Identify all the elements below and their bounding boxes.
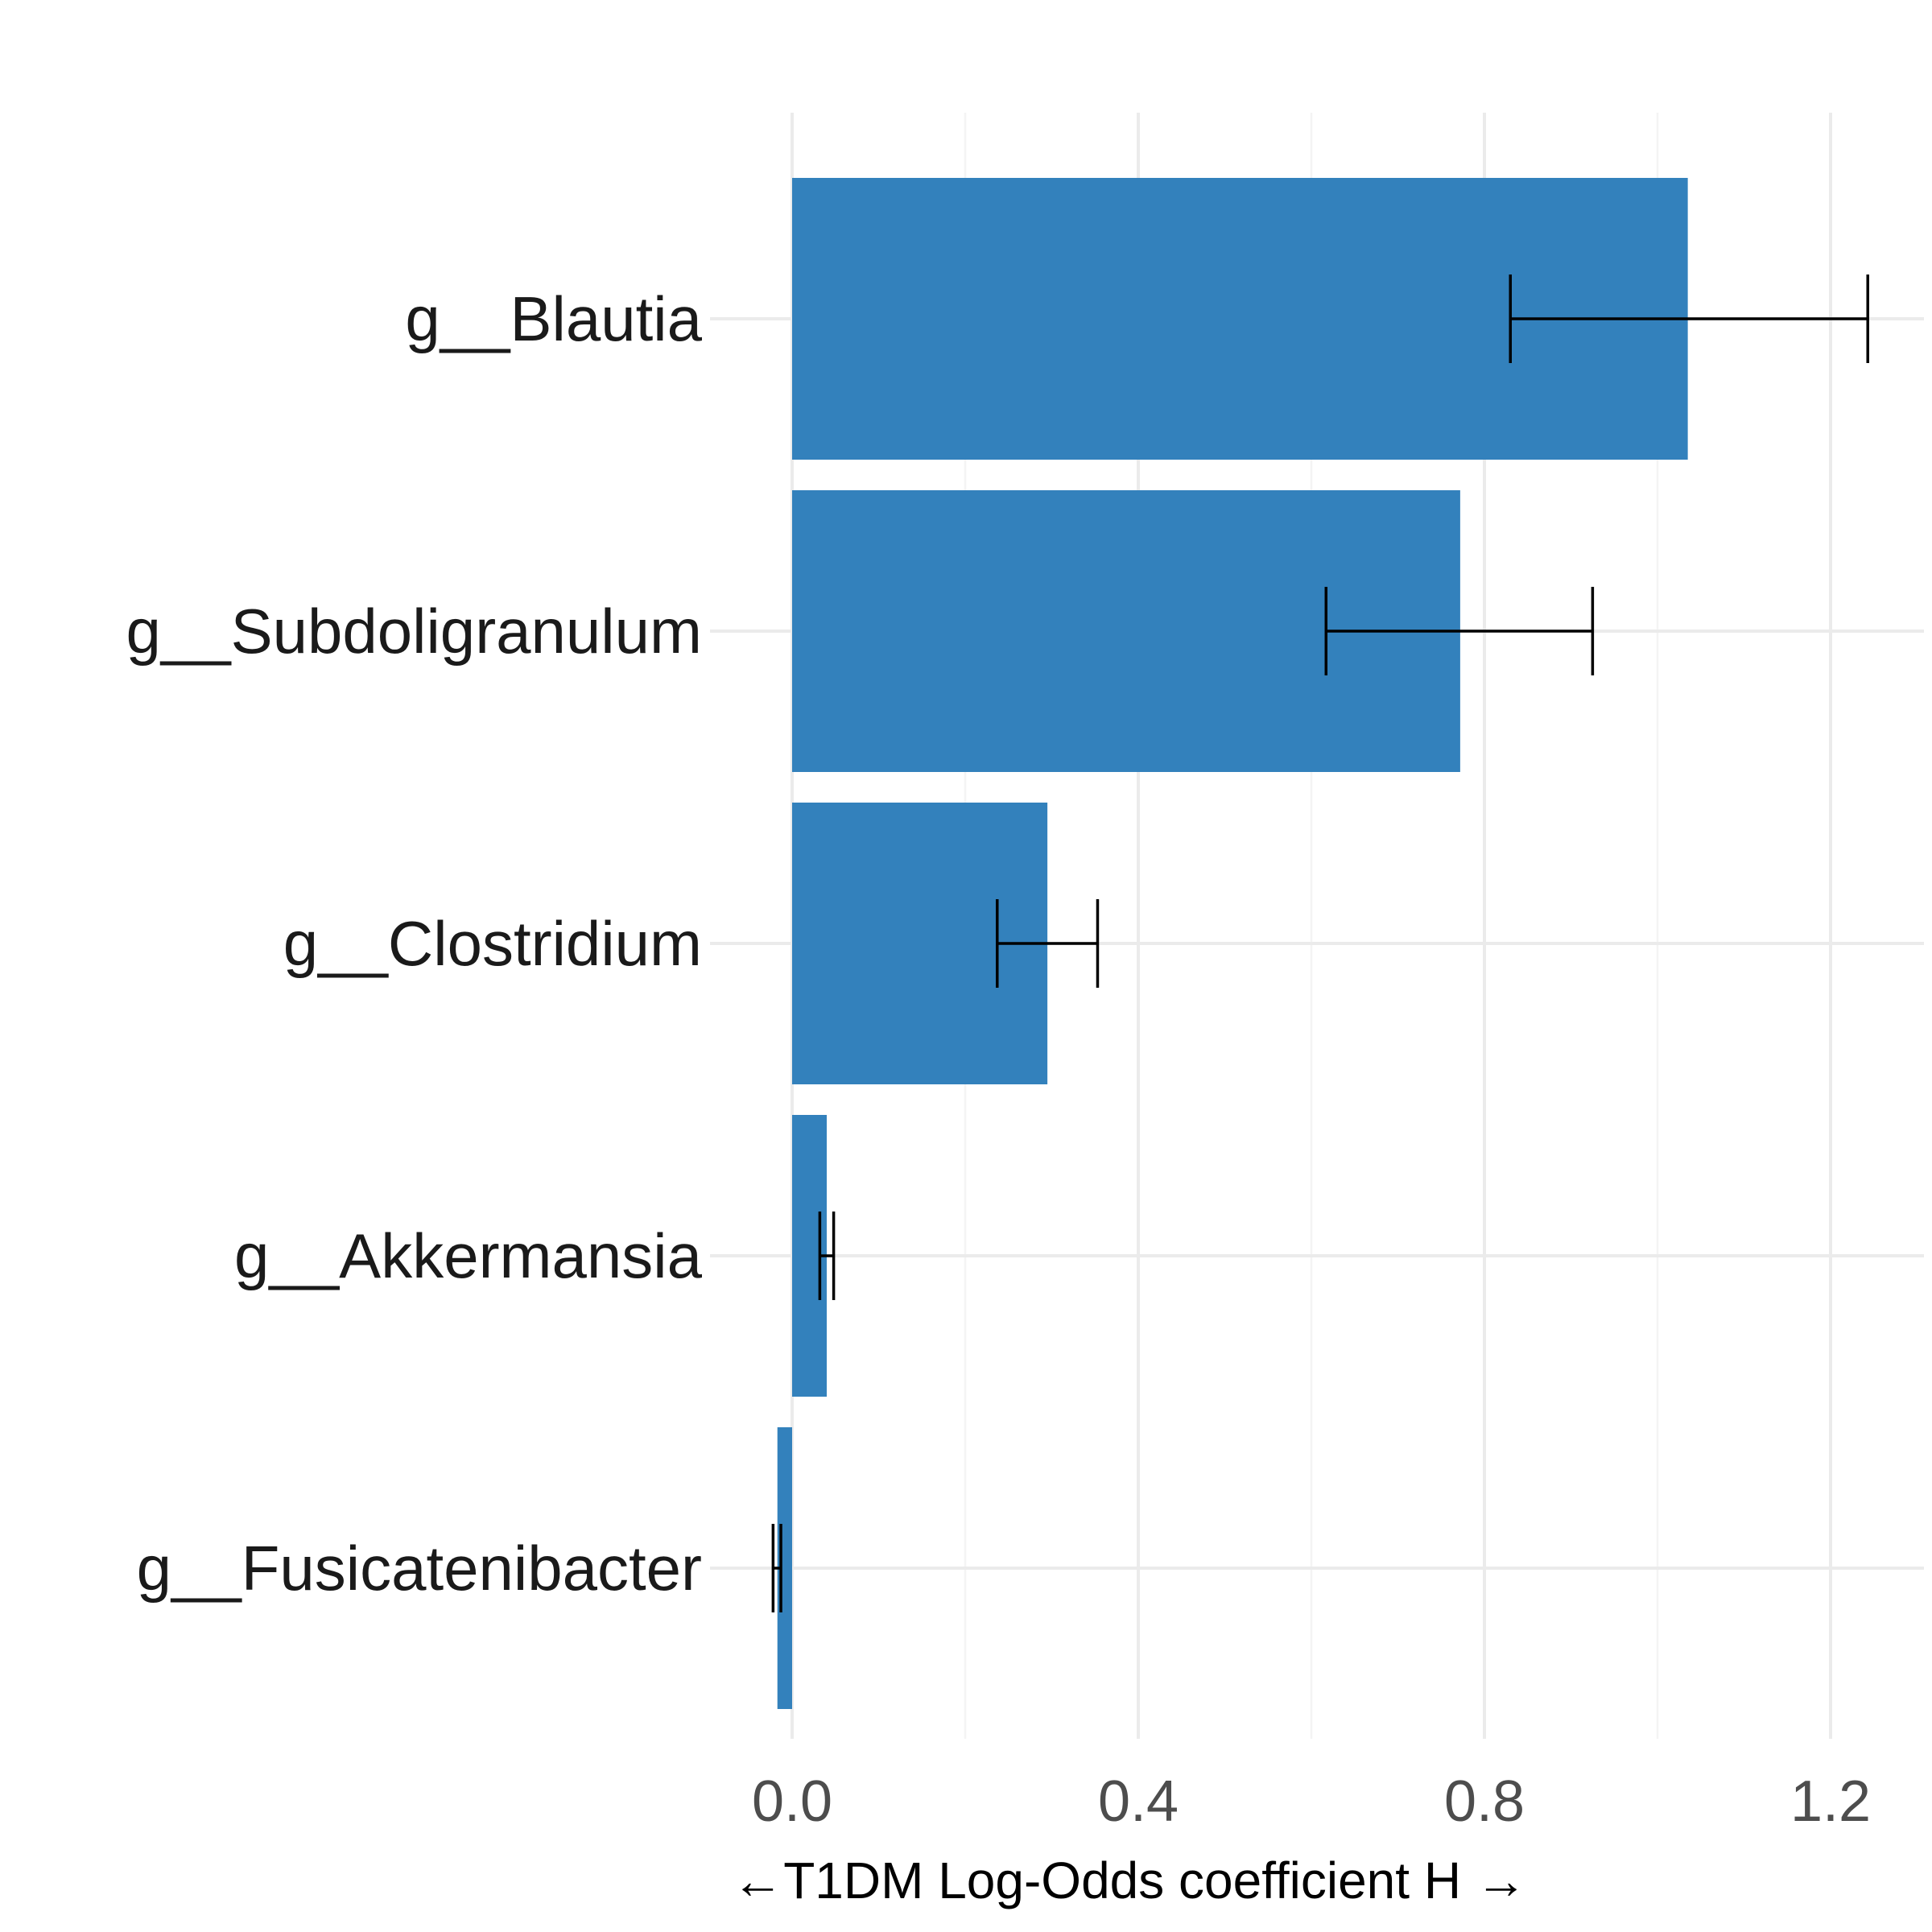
x-axis-title: ←T1DM Log-Odds coefficient H → (732, 1852, 1527, 1909)
x-tick-labels: 0.0 0.4 0.8 1.2 (752, 1769, 1871, 1834)
category-labels: g__Blautia g__Subdoligranulum g__Clostridi… (126, 283, 702, 1604)
category-label: g__Blautia (405, 283, 702, 354)
x-tick-label: 0.4 (1098, 1769, 1179, 1834)
x-tick-label: 0.0 (752, 1769, 832, 1834)
x-tick-label: 1.2 (1790, 1769, 1871, 1834)
x-tick-label: 0.8 (1444, 1769, 1525, 1834)
error-bars (771, 275, 1869, 1612)
bar (777, 1427, 792, 1709)
category-label: g__Akkermansia (234, 1220, 703, 1291)
category-label: g__Clostridium (283, 908, 702, 979)
category-label: g__Fusicatenibacter (137, 1533, 702, 1604)
category-label: g__Subdoligranulum (126, 596, 702, 667)
